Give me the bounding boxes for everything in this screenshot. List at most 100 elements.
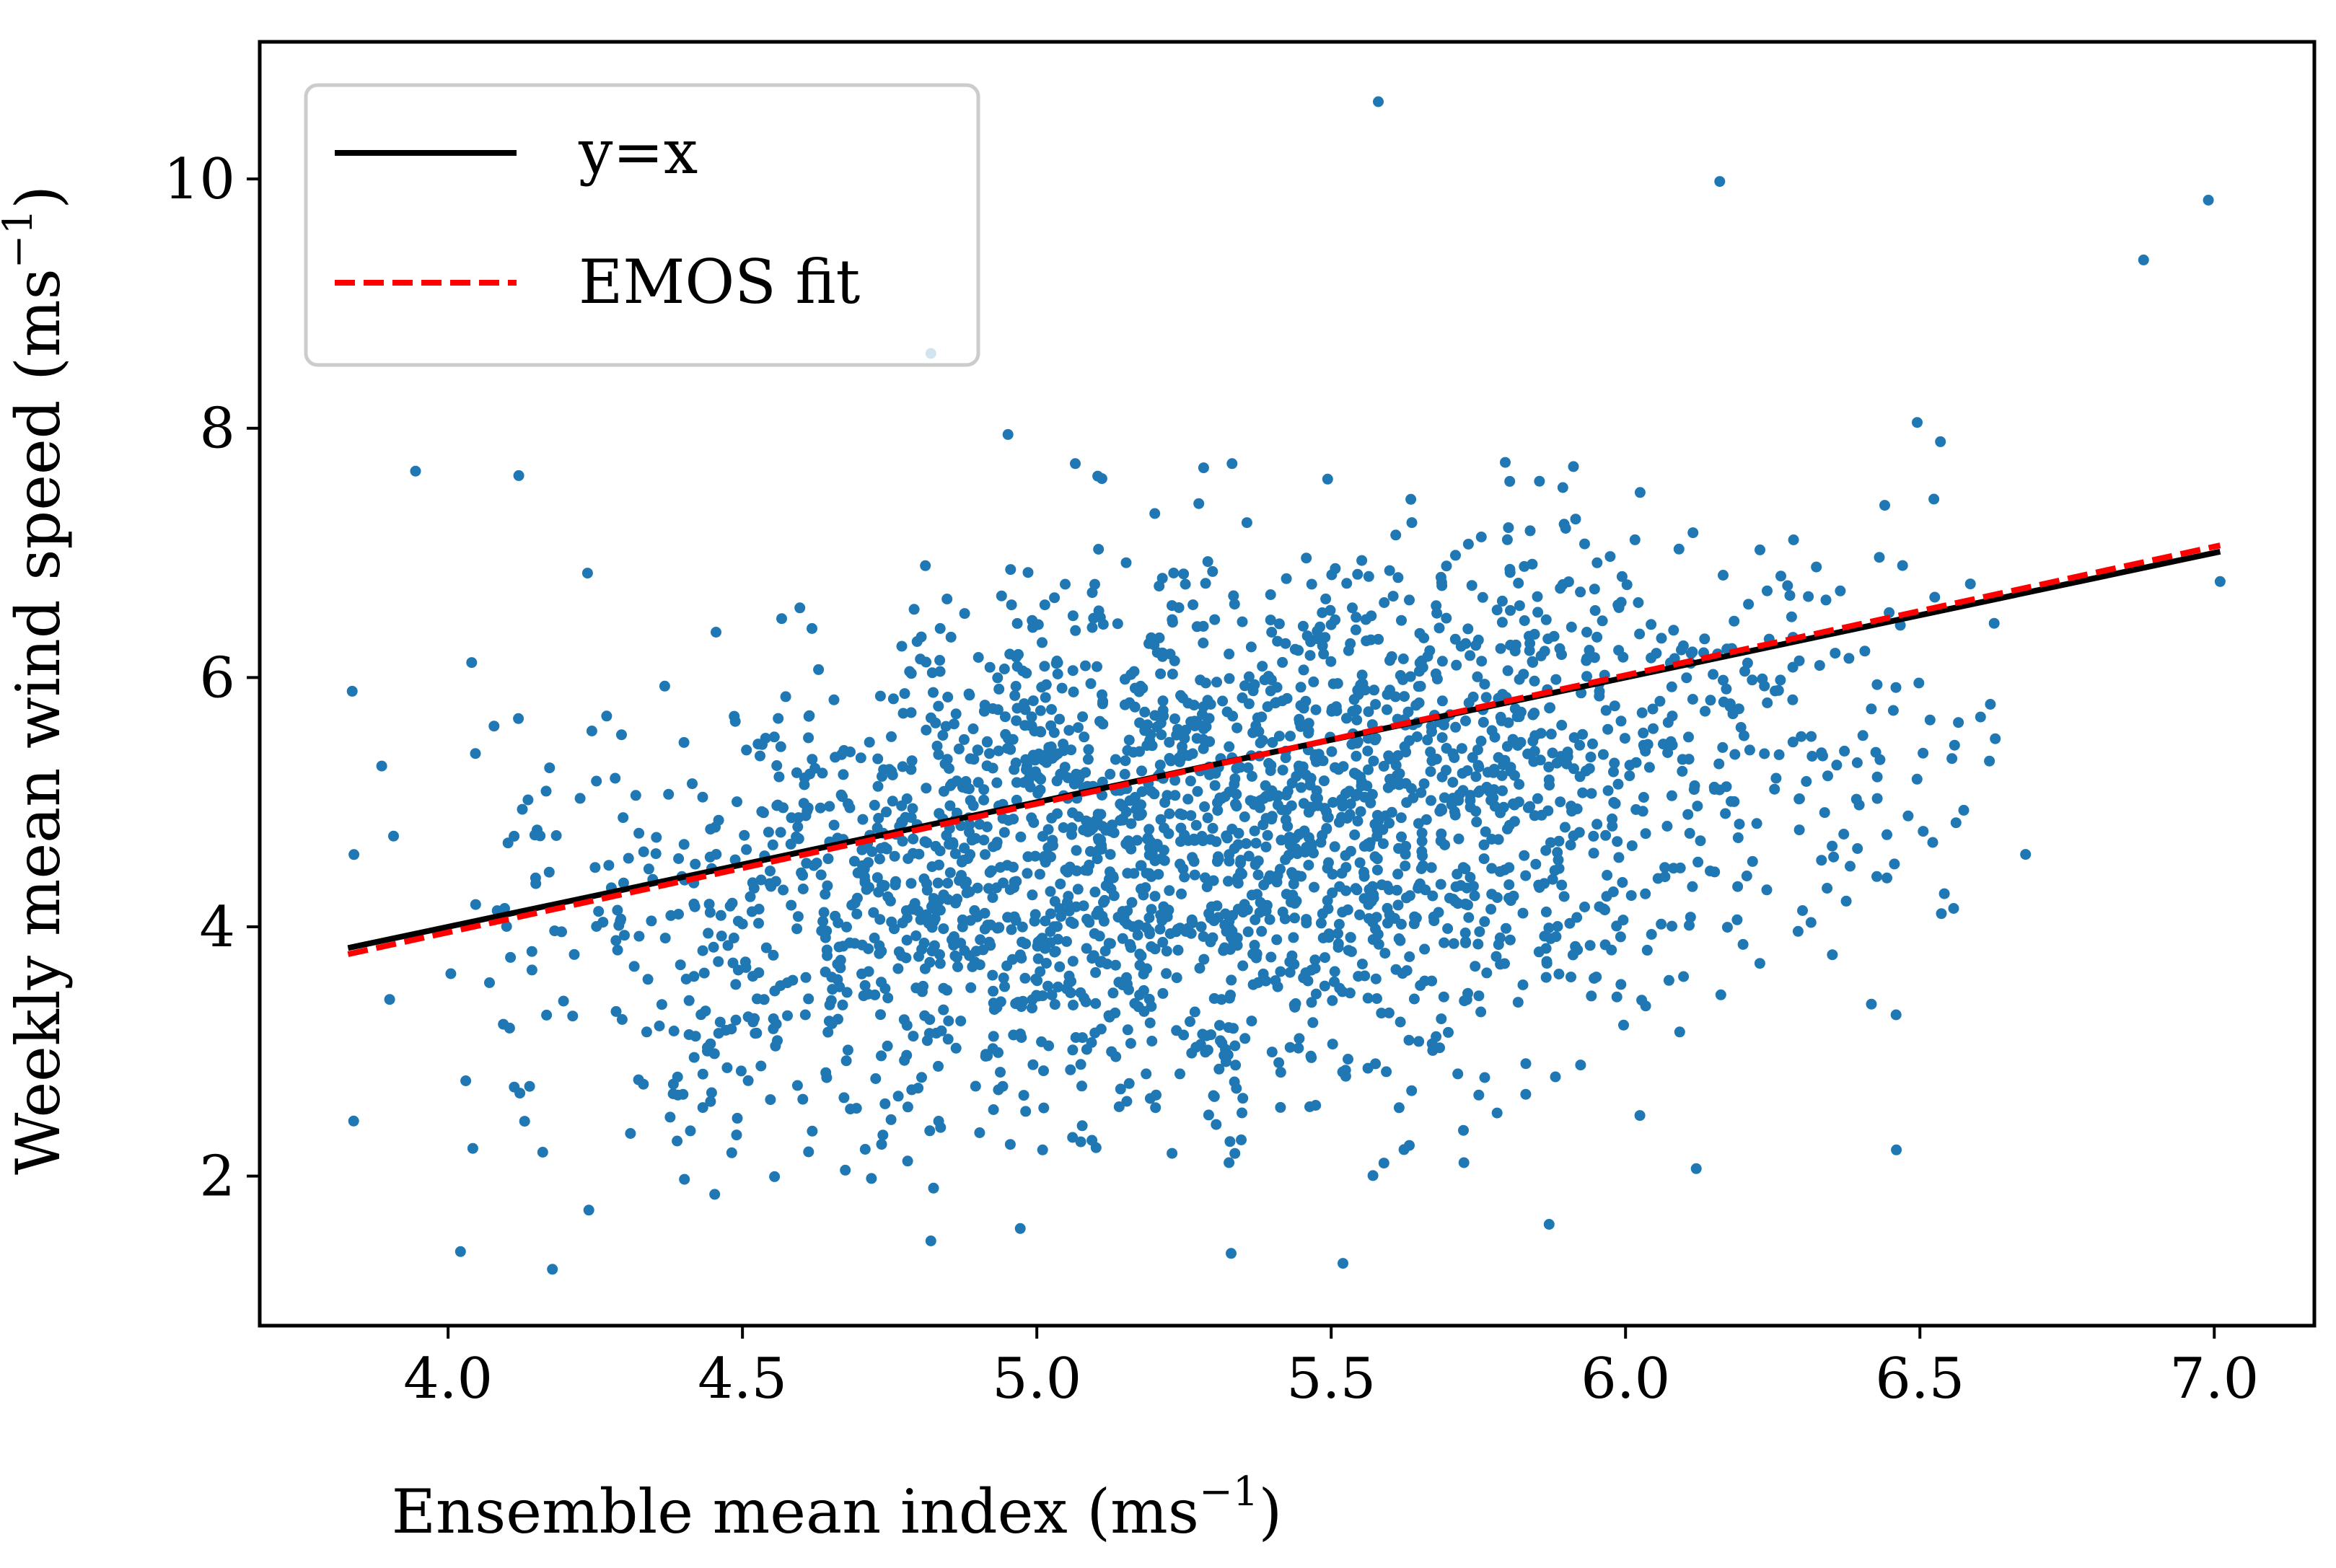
scatter-point (1519, 615, 1530, 626)
scatter-point (1310, 988, 1322, 1000)
scatter-point (826, 972, 838, 983)
scatter-point (1747, 855, 1758, 867)
scatter-point (931, 740, 943, 752)
scatter-point (1190, 819, 1202, 831)
scatter-point (970, 1080, 981, 1092)
scatter-point (896, 950, 907, 961)
scatter-point (1598, 903, 1610, 915)
scatter-point (1709, 866, 1721, 878)
scatter-point (1011, 617, 1023, 629)
scatter-point (1431, 673, 1443, 684)
scatter-point (934, 622, 946, 634)
scatter-point (1514, 779, 1525, 790)
scatter-point (1964, 578, 1976, 590)
scatter-point (1503, 522, 1514, 534)
scatter-point (1242, 762, 1254, 773)
scatter-point (1586, 788, 1597, 799)
scatter-point (1363, 571, 1374, 582)
scatter-point (1210, 767, 1221, 779)
scatter-point (1486, 863, 1498, 874)
scatter-point (1143, 638, 1154, 649)
scatter-point (1371, 853, 1383, 865)
scatter-point (1092, 661, 1102, 672)
scatter-point (1164, 885, 1175, 897)
scatter-point (1221, 832, 1233, 844)
scatter-point (1584, 763, 1595, 775)
scatter-point (1724, 698, 1736, 710)
scatter-point (1958, 804, 1970, 816)
scatter-point (1438, 991, 1449, 1003)
scatter-point (851, 1103, 862, 1114)
scatter-point (526, 964, 537, 976)
scatter-point (768, 1013, 779, 1024)
scatter-point (1683, 731, 1694, 743)
scatter-point (501, 921, 512, 932)
scatter-point (513, 713, 524, 724)
scatter-point (1237, 907, 1249, 918)
scatter-point (797, 884, 809, 894)
scatter-point (1097, 619, 1109, 630)
scatter-point (1891, 1144, 1902, 1155)
scatter-point (961, 783, 972, 794)
scatter-point (583, 1204, 594, 1216)
scatter-point (1070, 625, 1081, 636)
scatter-point (974, 819, 985, 830)
scatter-point (840, 1164, 851, 1176)
scatter-point (633, 930, 645, 942)
scatter-point (1163, 904, 1174, 916)
scatter-point (1835, 585, 1846, 596)
scatter-point (988, 1031, 999, 1042)
scatter-point (1296, 782, 1307, 793)
x-axis-label-close: ) (1259, 1476, 1283, 1547)
scatter-point (1332, 942, 1344, 953)
scatter-point (967, 723, 979, 734)
scatter-point (591, 775, 602, 787)
scatter-point (547, 1264, 558, 1275)
scatter-point (1198, 931, 1209, 942)
scatter-point (1520, 870, 1532, 881)
scatter-point (1787, 661, 1799, 673)
scatter-point (972, 777, 984, 788)
scatter-point (980, 1050, 991, 1062)
scatter-point (799, 779, 810, 790)
scatter-point (1027, 889, 1038, 901)
scatter-point (1146, 1036, 1158, 1047)
scatter-point (1322, 903, 1334, 915)
scatter-point (1475, 1006, 1487, 1018)
scatter-point (1500, 457, 1511, 468)
scatter-point (1301, 914, 1312, 925)
scatter-point (1304, 801, 1315, 813)
scatter-point (1519, 850, 1530, 861)
scatter-point (1351, 750, 1362, 762)
scatter-point (1602, 785, 1614, 796)
scatter-point (1019, 704, 1031, 715)
scatter-point (882, 1040, 893, 1052)
scatter-point (1280, 638, 1291, 649)
scatter-point (1126, 897, 1138, 908)
scatter-point (1364, 913, 1374, 924)
scatter-point (1522, 748, 1534, 759)
scatter-point (1167, 600, 1177, 612)
scatter-point (889, 850, 900, 862)
scatter-point (603, 860, 615, 871)
scatter-point (775, 827, 786, 838)
scatter-point (1219, 942, 1230, 953)
scatter-point (1145, 836, 1156, 847)
scatter-point (1436, 804, 1448, 816)
scatter-point (1038, 1065, 1049, 1077)
scatter-point (1223, 876, 1234, 887)
scatter-point (1281, 573, 1292, 584)
scatter-point (1446, 799, 1457, 811)
scatter-point (1705, 695, 1716, 706)
scatter-point (1013, 648, 1024, 660)
scatter-point (1139, 706, 1151, 718)
scatter-point (1505, 639, 1516, 651)
scatter-point (1514, 711, 1525, 723)
scatter-point (1350, 883, 1361, 894)
scatter-point (1067, 1044, 1079, 1056)
scatter-point (1581, 655, 1592, 666)
scatter-point (1416, 835, 1428, 847)
scatter-point (1820, 594, 1832, 606)
scatter-point (1032, 975, 1043, 987)
scatter-point (745, 891, 756, 902)
